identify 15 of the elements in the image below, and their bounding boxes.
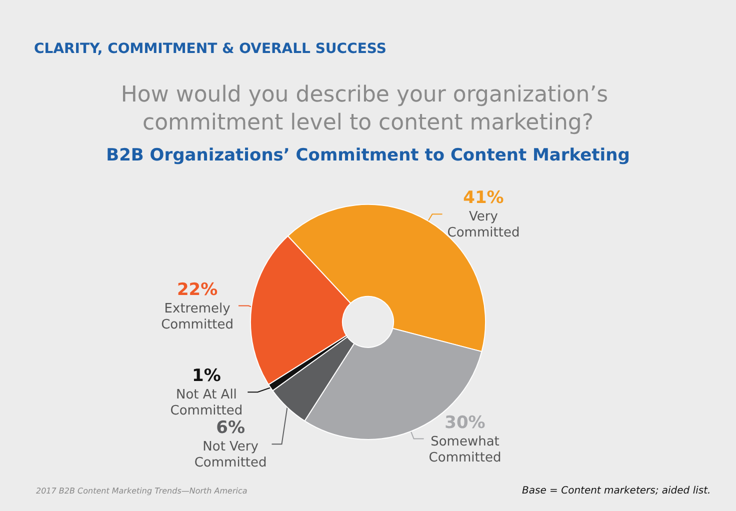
data-label: 41%	[463, 188, 504, 208]
chart-subtitle: B2B Organizations’ Commitment to Content Marketing	[106, 146, 630, 166]
slice-label: Not At All Committed	[170, 388, 243, 419]
text: Base = Content marketers; aided list.	[522, 486, 711, 496]
data-label: 1%	[192, 366, 221, 386]
chart-title: How would you describe your organization’s commitment level to content marketing?	[120, 82, 616, 136]
data-label: 30%	[444, 412, 486, 433]
slice-label: Somewhat Committed	[428, 434, 502, 466]
text: CLARITY, COMMITMENT & OVERALL SUCCESS	[34, 41, 386, 57]
slice-label: Not Very Committed	[194, 440, 267, 471]
text: 2017 B2B Content Marketing Trends—North America	[36, 486, 248, 496]
slice-label: Extremely Committed	[161, 301, 234, 332]
data-label: 22%	[176, 280, 218, 300]
slice-label: Very Committed	[447, 210, 520, 241]
data-label: 6%	[216, 418, 245, 438]
